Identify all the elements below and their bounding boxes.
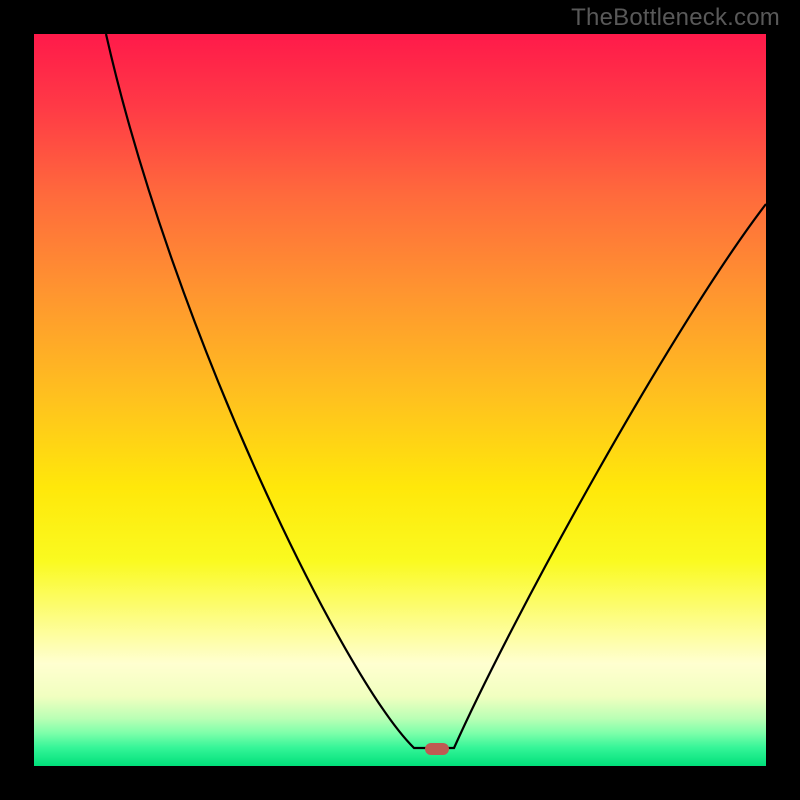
watermark-label: TheBottleneck.com: [571, 4, 780, 32]
chart-svg: [0, 0, 800, 800]
chart-stage: TheBottleneck.com: [0, 0, 800, 800]
optimal-marker: [425, 743, 449, 755]
plot-background: [34, 34, 766, 766]
